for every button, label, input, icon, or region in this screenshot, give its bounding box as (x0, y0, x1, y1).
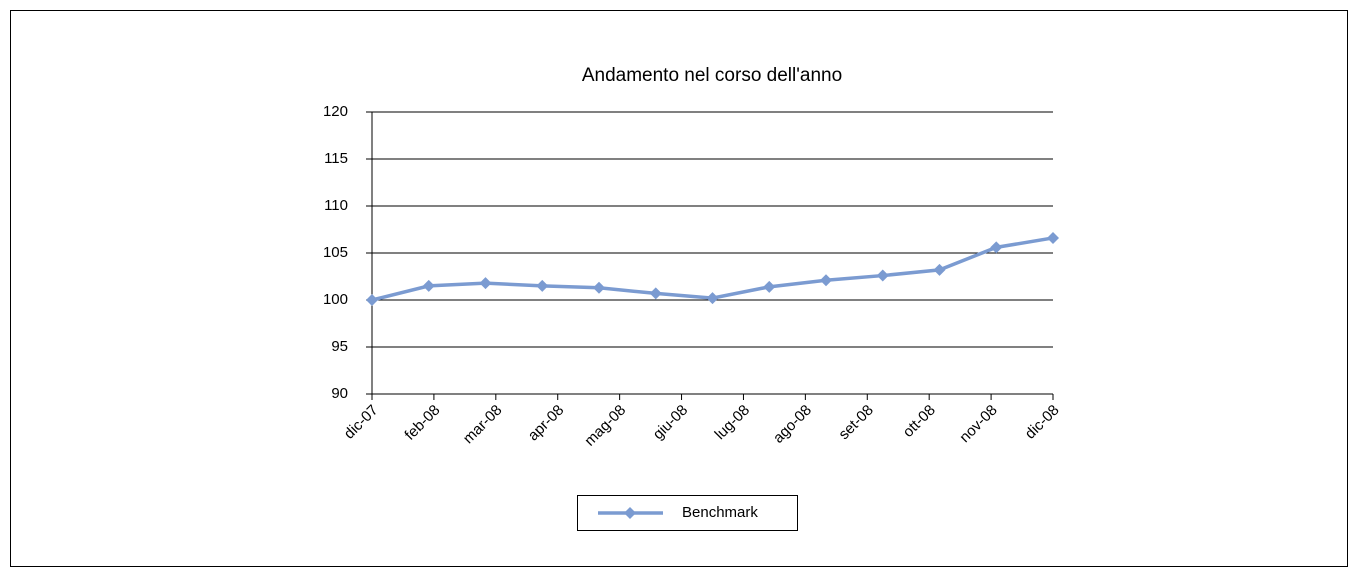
marker (706, 292, 719, 305)
y-tick-label: 115 (324, 150, 348, 167)
marker (876, 269, 889, 282)
y-tick-label: 105 (323, 244, 348, 261)
marker (422, 279, 435, 292)
marker (1047, 231, 1059, 244)
y-tick-label: 120 (323, 103, 348, 120)
marker (763, 280, 776, 293)
marker (479, 277, 492, 290)
y-tick-label: 95 (331, 338, 348, 355)
legend-label: Benchmark (682, 504, 758, 521)
chart-title: Andamento nel corso dell'anno (582, 65, 842, 86)
y-tick-label: 110 (324, 197, 348, 214)
chart-frame (10, 10, 1348, 567)
marker (649, 287, 662, 300)
marker (933, 263, 946, 276)
marker (593, 281, 605, 294)
y-tick-label: 100 (323, 291, 348, 308)
legend-marker (624, 507, 636, 519)
marker (990, 241, 1003, 254)
marker (366, 294, 378, 306)
y-tick-label: 90 (331, 385, 348, 402)
marker (536, 279, 549, 292)
marker (820, 274, 832, 287)
